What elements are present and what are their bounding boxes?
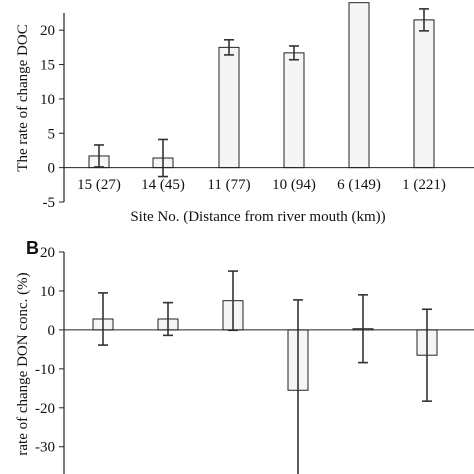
y-tick-label: 5 xyxy=(48,126,56,142)
y-tick-label: -10 xyxy=(35,362,55,378)
y-tick-label: 20 xyxy=(40,245,55,261)
y-tick-label: 0 xyxy=(48,323,56,339)
y-tick-label: -20 xyxy=(35,401,55,417)
bar xyxy=(413,19,435,169)
panel-a-category-labels: 15 (27) 14 (45) 11 (77) 10 (94) 6 (149) 1 (22… xyxy=(77,177,446,193)
bar xyxy=(283,52,305,169)
panel-a-y-ticks: -5 0 5 10 15 20 xyxy=(40,23,64,211)
category-label: 14 (45) xyxy=(141,177,185,193)
category-label: 1 (221) xyxy=(402,177,446,193)
panel-b-label: B xyxy=(26,238,39,258)
bar xyxy=(348,2,370,169)
bar xyxy=(218,46,240,169)
y-tick-label: -5 xyxy=(43,195,56,211)
chart-panel-b: B rate of change DON conc. (%) 20 10 0 -10 -… xyxy=(15,238,474,474)
y-tick-label: 0 xyxy=(48,161,56,177)
y-tick-label: 20 xyxy=(40,23,55,39)
category-label: 10 (94) xyxy=(272,177,316,193)
panel-a-x-axis-label: Site No. (Distance from river mouth (km)… xyxy=(130,209,385,225)
panel-a-y-axis-label: The rate of change DOC xyxy=(15,24,31,171)
y-tick-label: 10 xyxy=(40,284,55,300)
panel-a-bars xyxy=(88,2,435,178)
y-tick-label: -30 xyxy=(35,440,55,456)
y-tick-label: 10 xyxy=(40,92,55,108)
panel-b-y-axis-label: rate of change DON conc. (%) xyxy=(15,272,31,455)
category-label: 11 (77) xyxy=(207,177,250,193)
category-label: 6 (149) xyxy=(337,177,381,193)
category-label: 15 (27) xyxy=(77,177,121,193)
chart-panel-a: The rate of change DOC -5 0 5 10 15 20 15 (27… xyxy=(15,2,474,225)
panel-b-y-ticks: 20 10 0 -10 -20 -30 xyxy=(35,245,64,456)
y-tick-label: 15 xyxy=(40,58,55,74)
panel-b-bars xyxy=(92,270,438,474)
